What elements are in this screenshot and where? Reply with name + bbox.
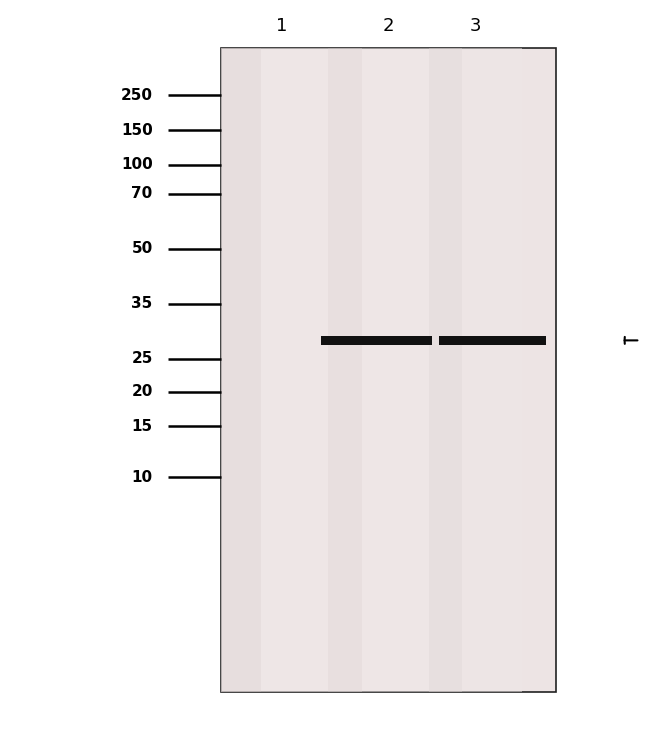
Bar	[321, 335, 432, 345]
Text: 20: 20	[131, 384, 153, 399]
Text: 10: 10	[131, 470, 153, 485]
Bar	[328, 48, 361, 692]
Text: 150: 150	[121, 123, 153, 138]
Bar	[428, 48, 462, 692]
Bar	[439, 335, 546, 345]
Text: 50: 50	[131, 242, 153, 256]
Bar	[261, 48, 328, 692]
Text: 3: 3	[470, 17, 481, 34]
Text: 100: 100	[121, 157, 153, 172]
Text: 70: 70	[131, 187, 153, 201]
Text: 1: 1	[276, 17, 287, 34]
Bar	[221, 48, 556, 692]
Text: 25: 25	[131, 351, 153, 366]
Bar	[361, 48, 428, 692]
Text: 35: 35	[131, 296, 153, 311]
Text: 15: 15	[131, 419, 153, 433]
Bar	[221, 48, 261, 692]
Text: 2: 2	[383, 17, 394, 34]
Bar	[462, 48, 523, 692]
Text: 250: 250	[121, 88, 153, 102]
